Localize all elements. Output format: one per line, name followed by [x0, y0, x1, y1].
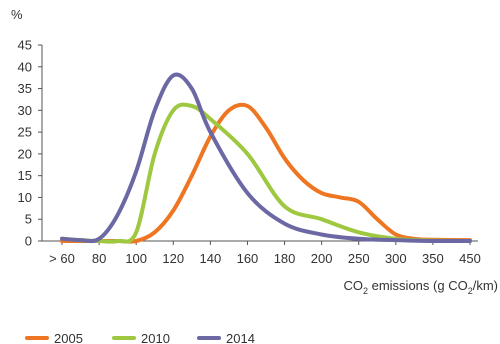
x-tick-label: 350: [422, 251, 444, 266]
x-tick-label: 160: [237, 251, 259, 266]
x-tick-labels: > 60 80 100 120 140 160 180 200 250 300 350 450: [49, 251, 481, 266]
x-tick-label: 250: [348, 251, 370, 266]
x-axis-label-sub: 2: [468, 286, 473, 296]
x-tick-label: 180: [274, 251, 296, 266]
y-tick-label: 35: [18, 81, 32, 96]
x-tick-label: 80: [92, 251, 106, 266]
y-tick-label: 40: [18, 59, 32, 74]
y-tick-label: 10: [18, 190, 32, 205]
x-tick-label: 100: [125, 251, 147, 266]
x-axis-label-part: emissions (g CO: [368, 278, 468, 293]
legend-label-2005: 2005: [54, 331, 83, 344]
series-line-2014: [60, 72, 472, 244]
x-tick-label: 140: [200, 251, 222, 266]
y-tick-label: 30: [18, 103, 32, 118]
x-axis-label: CO2 emissions (g CO2/km): [343, 278, 498, 296]
legend-label-2010: 2010: [141, 331, 170, 344]
y-tick-label: 15: [18, 168, 32, 183]
y-tick-label: 5: [25, 212, 32, 227]
y-tick-label: 0: [25, 234, 32, 249]
legend: 2005 2010 2014: [25, 331, 255, 344]
series-lines: [60, 72, 472, 244]
y-tick-labels: 0 5 10 15 20 25 30 35 40 45: [18, 38, 32, 249]
x-axis-label-sub: 2: [363, 286, 368, 296]
legend-label-2014: 2014: [226, 331, 255, 344]
x-tick-label: 120: [162, 251, 184, 266]
x-tick-label: 450: [459, 251, 481, 266]
y-tick-label: 20: [18, 146, 32, 161]
series-line-2005: [60, 102, 472, 244]
y-tick-label: 45: [18, 38, 32, 53]
y-axis: [38, 44, 43, 242]
x-tick-label: > 60: [49, 251, 75, 266]
x-axis-label-part: /km): [473, 278, 498, 293]
y-axis-label: %: [11, 7, 23, 22]
x-tick-label: 200: [311, 251, 333, 266]
x-axis-label-part: CO: [343, 278, 363, 293]
y-tick-label: 25: [18, 125, 32, 140]
x-tick-label: 300: [385, 251, 407, 266]
